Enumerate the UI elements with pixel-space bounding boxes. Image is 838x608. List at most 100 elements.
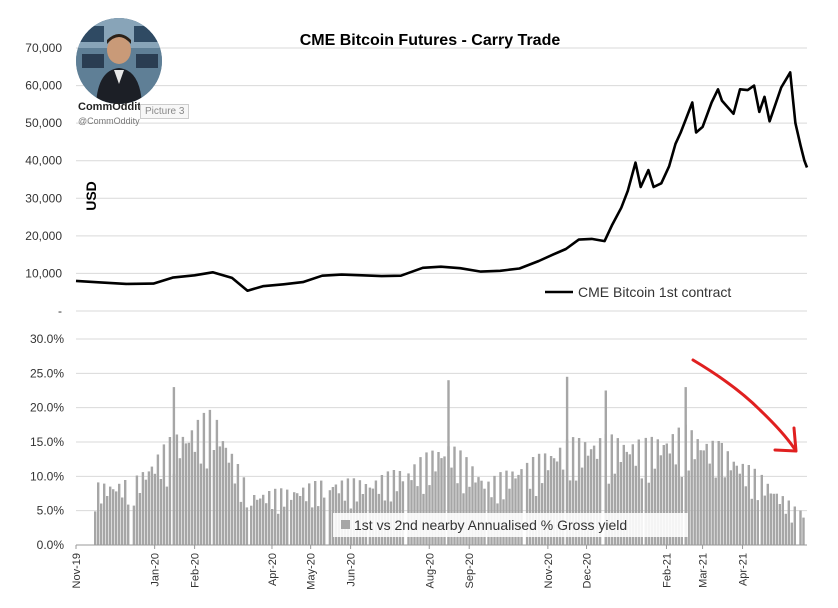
- yield-bar: [250, 505, 253, 545]
- yield-bar: [323, 497, 326, 545]
- yield-bar: [443, 456, 446, 545]
- yield-bar: [199, 463, 203, 545]
- yield-bar: [499, 472, 502, 545]
- yield-bar: [283, 506, 286, 545]
- yield-bar: [640, 478, 643, 545]
- lower-legend-label: 1st vs 2nd nearby Annualised % Gross yie…: [354, 517, 627, 533]
- lower-y-tick-label: 0.0%: [37, 538, 65, 552]
- yield-bar: [239, 501, 243, 545]
- yield-bar: [665, 443, 668, 545]
- yield-bar: [671, 434, 674, 545]
- lower-legend-swatch: [341, 520, 350, 529]
- yield-bar: [520, 469, 523, 545]
- yield-bar-peak: [447, 380, 450, 545]
- yield-bar: [208, 409, 212, 545]
- yield-bar: [425, 452, 428, 545]
- yield-bar: [106, 496, 109, 545]
- yield-bar: [380, 475, 384, 545]
- lower-y-ticks: 0.0% 5.0% 10.0% 15.0% 20.0% 25.0% 30.0%: [30, 332, 64, 552]
- yield-bar: [723, 477, 726, 545]
- yield-bar: [568, 480, 572, 545]
- yield-bar: [766, 483, 769, 545]
- yield-bar: [656, 439, 659, 545]
- yield-bar: [94, 511, 97, 545]
- yield-bar: [262, 494, 265, 545]
- yield-bar: [434, 471, 437, 545]
- yield-bar: [769, 493, 772, 545]
- yield-bar: [184, 443, 188, 545]
- yield-bar: [720, 443, 723, 545]
- yield-bar: [696, 439, 699, 545]
- yield-bar-peak: [565, 376, 569, 545]
- yield-bar: [705, 443, 708, 545]
- yield-bar: [181, 436, 185, 545]
- yield-bar: [583, 442, 587, 545]
- yield-bar: [156, 454, 160, 545]
- yield-bar: [227, 462, 231, 545]
- yield-bar: [212, 450, 216, 545]
- yield-bar: [558, 447, 562, 545]
- yield-bar: [159, 479, 163, 545]
- yield-bar: [274, 488, 277, 545]
- yield-bar: [613, 473, 616, 545]
- yield-bar: [290, 499, 293, 545]
- yield-bar: [677, 427, 680, 545]
- yield-bar: [763, 495, 766, 545]
- yield-bar: [115, 491, 118, 545]
- x-tick-label: Feb-21: [662, 553, 674, 588]
- upper-y-tick-label: 70,000: [25, 41, 62, 55]
- x-tick-label: Sep-20: [464, 553, 476, 588]
- yield-bar: [153, 473, 157, 545]
- yield-bar: [127, 504, 130, 545]
- yield-bar: [331, 487, 335, 545]
- x-tick-label: Nov-20: [543, 553, 555, 588]
- yield-bar: [525, 462, 529, 545]
- yield-bar: [256, 499, 259, 545]
- yield-bar: [471, 466, 474, 545]
- yield-bar-peak: [684, 387, 687, 545]
- x-tick-label: May-20: [306, 553, 318, 590]
- yield-bar: [598, 438, 602, 545]
- yield-bar: [299, 496, 302, 545]
- yield-bar: [202, 412, 206, 545]
- yield-bar: [308, 483, 311, 545]
- upper-y-tick-label: -: [58, 304, 62, 318]
- yield-bar: [190, 430, 194, 545]
- yield-bar: [555, 461, 559, 545]
- chart-title: CME Bitcoin Futures - Carry Trade: [300, 32, 561, 49]
- yield-bar: [109, 486, 112, 545]
- yield-bar: [245, 507, 249, 545]
- yield-bar: [781, 496, 784, 545]
- yield-bar: [732, 461, 735, 545]
- yield-bar: [162, 444, 166, 545]
- yield-bar: [531, 457, 535, 545]
- yield-bar: [735, 465, 738, 545]
- yield-bar: [253, 495, 256, 545]
- yield-bar: [674, 464, 677, 545]
- x-tick-label: Mar-21: [698, 553, 710, 588]
- yield-bar: [693, 459, 696, 545]
- yield-bar: [293, 492, 296, 545]
- yield-bar: [546, 470, 550, 545]
- yield-bar: [644, 437, 647, 545]
- yield-bar: [296, 493, 299, 545]
- yield-bar: [784, 513, 787, 545]
- yield-bar: [741, 463, 744, 545]
- yield-bar: [802, 517, 805, 545]
- yield-bar: [236, 464, 240, 545]
- yield-bar: [320, 480, 323, 545]
- lower-y-tick-label: 30.0%: [30, 332, 64, 346]
- yield-bar: [714, 477, 717, 545]
- upper-y-tick-label: 50,000: [25, 116, 62, 130]
- yield-bar: [577, 438, 581, 545]
- yield-bar: [286, 489, 289, 545]
- x-tick-label: Jan-20: [150, 553, 162, 587]
- yield-bar: [450, 467, 453, 545]
- yield-bar: [747, 465, 750, 545]
- yield-bar: [662, 445, 665, 545]
- picture-tag: Picture 3: [140, 104, 190, 119]
- annotation-arrow-head: [773, 426, 798, 453]
- yield-bar: [778, 504, 781, 545]
- yield-bar: [586, 455, 590, 545]
- yield-bar: [480, 480, 483, 545]
